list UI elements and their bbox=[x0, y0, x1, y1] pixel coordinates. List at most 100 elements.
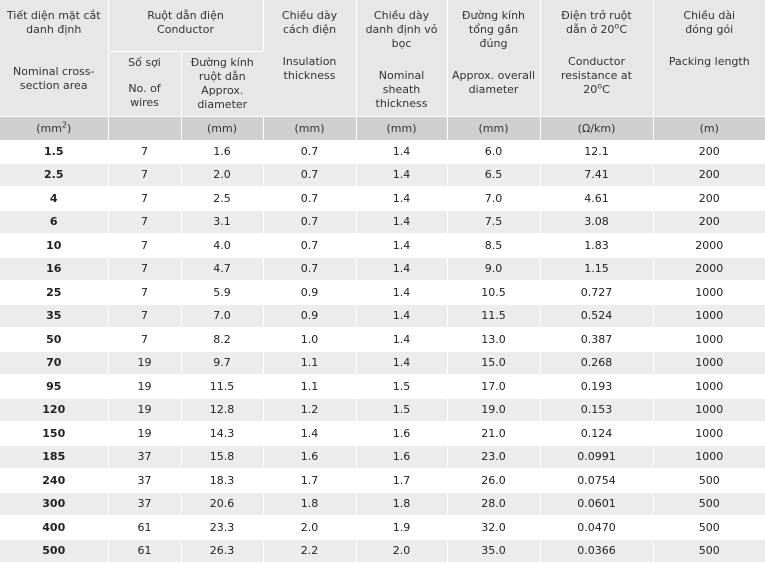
cell-pack: 2000 bbox=[653, 233, 765, 258]
cell-overall: 35.0 bbox=[447, 539, 541, 563]
unit-wires bbox=[108, 116, 182, 140]
cell-cond-dia: 4.0 bbox=[181, 233, 264, 258]
cell-wires: 37 bbox=[108, 492, 182, 516]
cell-insul: 2.0 bbox=[263, 515, 357, 540]
cell-area: 400 bbox=[0, 515, 109, 540]
cell-insul: 1.7 bbox=[263, 468, 357, 493]
cell-overall: 8.5 bbox=[447, 233, 541, 258]
cell-area: 120 bbox=[0, 398, 109, 422]
cell-sheath: 1.8 bbox=[356, 492, 448, 516]
table-row: 25 7 5.9 0.9 1.4 10.5 0.727 1000 bbox=[0, 280, 765, 305]
header-conductor-vi: Ruột dẫn điện bbox=[147, 9, 224, 22]
header-insulation-vi: Chiều dày cách điện bbox=[281, 9, 338, 36]
cell-pack: 1000 bbox=[653, 445, 765, 469]
cell-pack: 1000 bbox=[653, 304, 765, 328]
cell-resist: 0.727 bbox=[540, 280, 654, 305]
cell-area: 185 bbox=[0, 445, 109, 469]
header-packing-en: Packing length bbox=[668, 55, 750, 68]
table-row: 1.5 7 1.6 0.7 1.4 6.0 12.1 200 bbox=[0, 140, 765, 164]
cell-resist: 0.0991 bbox=[540, 445, 654, 469]
cell-pack: 500 bbox=[653, 492, 765, 516]
cell-wires: 7 bbox=[108, 210, 182, 234]
unit-conductor-diameter: (mm) bbox=[181, 116, 264, 140]
cell-insul: 1.0 bbox=[263, 327, 357, 352]
cell-cond-dia: 26.3 bbox=[181, 539, 264, 563]
cell-cond-dia: 4.7 bbox=[181, 257, 264, 281]
header-packing-length: Chiều dài đóng gói Packing length bbox=[653, 0, 765, 117]
cell-sheath: 1.9 bbox=[356, 515, 448, 540]
header-overall-diameter: Đường kính tổng gần đúng Approx. overall… bbox=[447, 0, 541, 117]
cell-pack: 1000 bbox=[653, 327, 765, 352]
cell-resist: 0.0470 bbox=[540, 515, 654, 540]
table-row: 6 7 3.1 0.7 1.4 7.5 3.08 200 bbox=[0, 210, 765, 234]
cell-cond-dia: 5.9 bbox=[181, 280, 264, 305]
cell-sheath: 1.5 bbox=[356, 398, 448, 422]
cell-area: 95 bbox=[0, 374, 109, 399]
cell-cond-dia: 9.7 bbox=[181, 351, 264, 375]
cell-pack: 1000 bbox=[653, 398, 765, 422]
cell-sheath: 1.4 bbox=[356, 351, 448, 375]
cell-wires: 19 bbox=[108, 421, 182, 446]
header-cond-dia-en: Approx. diameter bbox=[197, 84, 248, 111]
cell-sheath: 1.6 bbox=[356, 421, 448, 446]
cell-sheath: 1.4 bbox=[356, 327, 448, 352]
cell-overall: 15.0 bbox=[447, 351, 541, 375]
table-row: 95 19 11.5 1.1 1.5 17.0 0.193 1000 bbox=[0, 374, 765, 399]
cell-area: 4 bbox=[0, 186, 109, 211]
cell-insul: 0.7 bbox=[263, 257, 357, 281]
cell-area: 2.5 bbox=[0, 163, 109, 187]
unit-resistance: (Ω/km) bbox=[540, 116, 654, 140]
cell-resist: 0.153 bbox=[540, 398, 654, 422]
cell-resist: 4.61 bbox=[540, 186, 654, 211]
cell-pack: 500 bbox=[653, 539, 765, 563]
cell-insul: 0.7 bbox=[263, 186, 357, 211]
cell-insul: 0.7 bbox=[263, 140, 357, 164]
cell-wires: 7 bbox=[108, 233, 182, 258]
cell-cond-dia: 7.0 bbox=[181, 304, 264, 328]
cell-resist: 7.41 bbox=[540, 163, 654, 187]
table-row: 2.5 7 2.0 0.7 1.4 6.5 7.41 200 bbox=[0, 163, 765, 187]
cell-cond-dia: 11.5 bbox=[181, 374, 264, 399]
cell-area: 50 bbox=[0, 327, 109, 352]
cell-overall: 6.5 bbox=[447, 163, 541, 187]
cell-resist: 0.268 bbox=[540, 351, 654, 375]
cell-cond-dia: 2.5 bbox=[181, 186, 264, 211]
cell-pack: 200 bbox=[653, 210, 765, 234]
cell-insul: 0.7 bbox=[263, 163, 357, 187]
cell-insul: 1.8 bbox=[263, 492, 357, 516]
cell-wires: 7 bbox=[108, 327, 182, 352]
header-conductor: Ruột dẫn điện Conductor bbox=[108, 0, 264, 52]
cell-resist: 12.1 bbox=[540, 140, 654, 164]
cell-overall: 6.0 bbox=[447, 140, 541, 164]
table-row: 400 61 23.3 2.0 1.9 32.0 0.0470 500 bbox=[0, 515, 765, 540]
table-row: 16 7 4.7 0.7 1.4 9.0 1.15 2000 bbox=[0, 257, 765, 281]
cell-cond-dia: 8.2 bbox=[181, 327, 264, 352]
table-row: 120 19 12.8 1.2 1.5 19.0 0.153 1000 bbox=[0, 398, 765, 422]
cell-pack: 500 bbox=[653, 515, 765, 540]
cell-overall: 11.5 bbox=[447, 304, 541, 328]
cell-resist: 0.0601 bbox=[540, 492, 654, 516]
cell-overall: 21.0 bbox=[447, 421, 541, 446]
cell-insul: 1.1 bbox=[263, 351, 357, 375]
cell-sheath: 1.7 bbox=[356, 468, 448, 493]
cell-sheath: 2.0 bbox=[356, 539, 448, 563]
cell-wires: 7 bbox=[108, 257, 182, 281]
table-row: 500 61 26.3 2.2 2.0 35.0 0.0366 500 bbox=[0, 539, 765, 563]
cell-resist: 0.0754 bbox=[540, 468, 654, 493]
cell-resist: 0.524 bbox=[540, 304, 654, 328]
cell-pack: 1000 bbox=[653, 351, 765, 375]
cell-insul: 1.2 bbox=[263, 398, 357, 422]
cell-wires: 19 bbox=[108, 374, 182, 399]
cell-insul: 0.7 bbox=[263, 233, 357, 258]
header-overall-en: Approx. overall diameter bbox=[451, 69, 536, 96]
cell-insul: 0.7 bbox=[263, 210, 357, 234]
cell-overall: 28.0 bbox=[447, 492, 541, 516]
cell-resist: 3.08 bbox=[540, 210, 654, 234]
header-conductor-en: Conductor bbox=[157, 23, 214, 36]
cell-wires: 19 bbox=[108, 351, 182, 375]
cell-overall: 23.0 bbox=[447, 445, 541, 469]
cell-area: 25 bbox=[0, 280, 109, 305]
cell-overall: 13.0 bbox=[447, 327, 541, 352]
cell-insul: 2.2 bbox=[263, 539, 357, 563]
unit-packing-length: (m) bbox=[653, 116, 765, 140]
